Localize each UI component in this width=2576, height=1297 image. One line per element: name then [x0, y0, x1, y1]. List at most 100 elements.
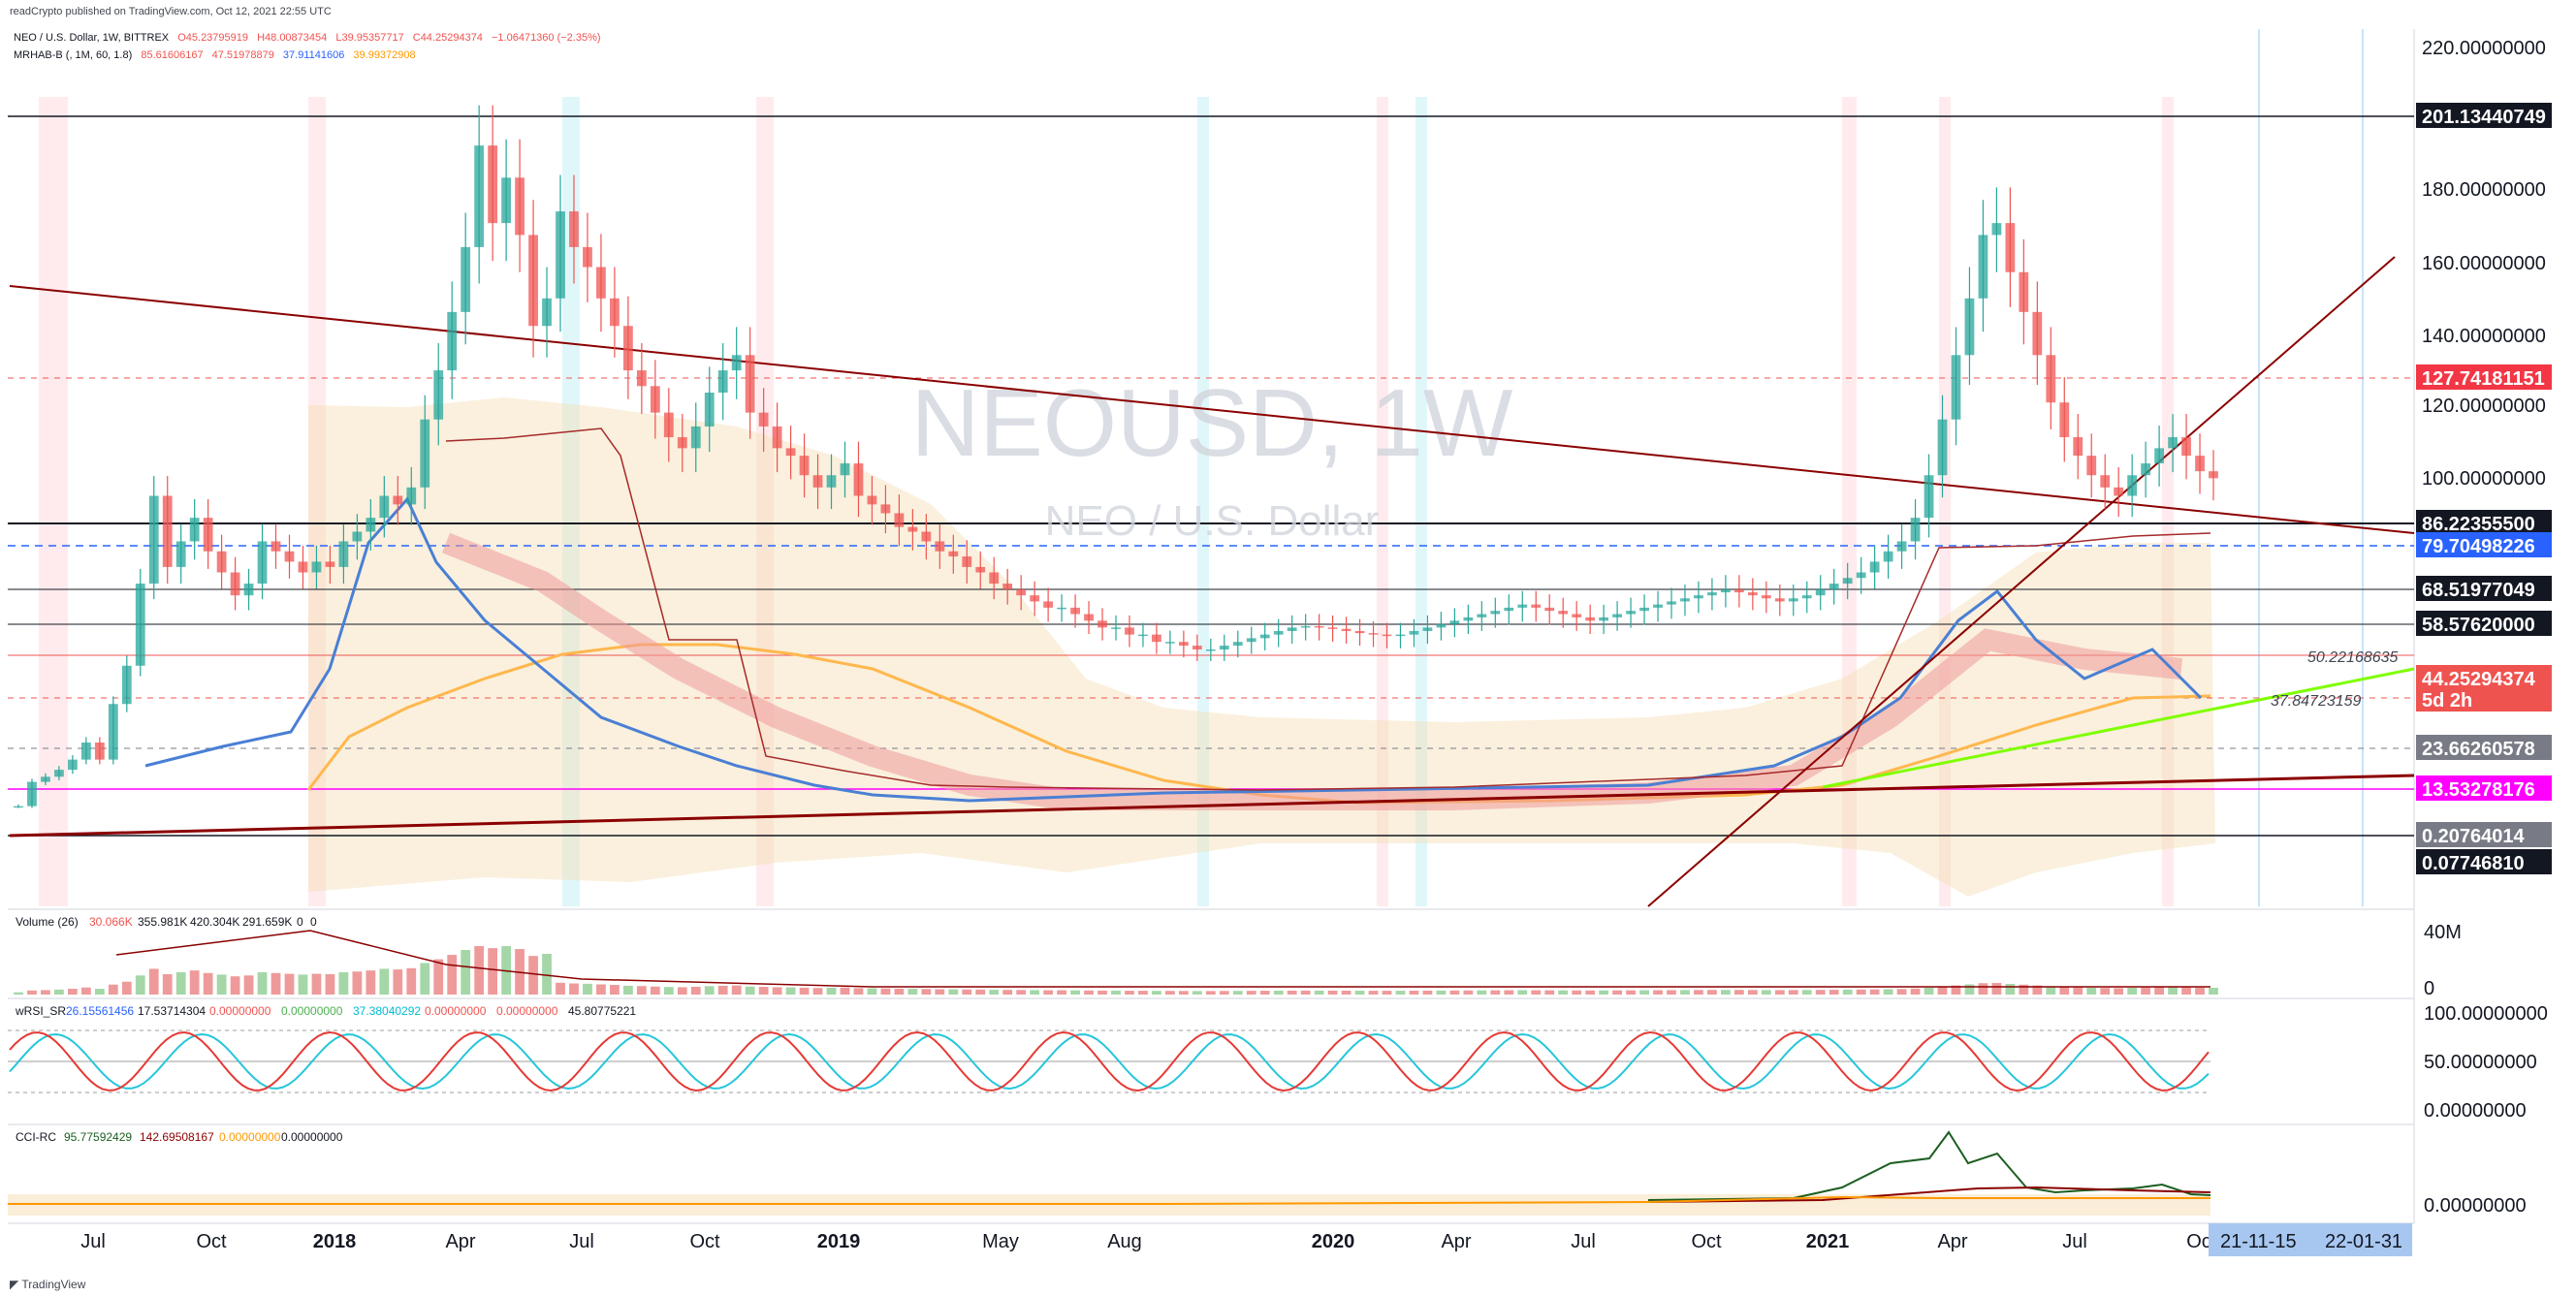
rsi-value: 26.15561456 [66, 1004, 134, 1018]
volume-bar [1111, 990, 1121, 995]
y-tick: 120.00000000 [2422, 395, 2546, 417]
volume-bar [2032, 985, 2043, 995]
volume-bar [1030, 990, 1040, 995]
candle-body [1057, 607, 1066, 610]
candle-body [1653, 604, 1663, 608]
candle-body [1449, 620, 1460, 624]
volume-bar [1639, 990, 1649, 995]
candle-body [1436, 623, 1447, 628]
volume-bar [1991, 983, 2002, 995]
candle-body [1639, 607, 1649, 612]
candle-body [622, 326, 633, 371]
volume-bar [1205, 991, 1216, 995]
volume-bar [433, 959, 444, 995]
volume-bar [1856, 989, 1866, 995]
price-label: 79.70498226 [2422, 536, 2535, 557]
candle-body [203, 518, 213, 552]
candle-body [1774, 598, 1785, 602]
volume-bar [1490, 990, 1501, 995]
background-band [2162, 97, 2174, 906]
volume-bar [772, 987, 782, 995]
candle-body [366, 518, 376, 532]
x-tick: Jul [569, 1231, 594, 1252]
ascending-support-line [9, 774, 2415, 838]
cci-value: 95.77592429 [64, 1130, 132, 1144]
volume-bar [758, 987, 769, 995]
y-tick: 220.00000000 [2422, 38, 2546, 59]
candle-body [1937, 419, 1948, 476]
candle-body [921, 531, 932, 542]
ohlc-high: H48.00873454 [257, 32, 328, 44]
price-axis[interactable]: 220.00000000 180.00000000 160.00000000 1… [2422, 38, 2546, 490]
volume-bar [583, 983, 592, 995]
orange-ma-line [306, 643, 2211, 805]
volume-bar [1300, 990, 1311, 995]
candle-body [135, 584, 145, 666]
volume-bar [216, 974, 227, 995]
volume-bar [1287, 990, 1297, 995]
volume-bar [1409, 991, 1419, 995]
volume-bar [2154, 987, 2165, 995]
x-tick: Jul [2062, 1231, 2087, 1252]
candle-body [1883, 551, 1893, 562]
candle-body [1219, 646, 1229, 650]
volume-bar [921, 989, 932, 995]
volume-value: 0 [297, 915, 303, 929]
symbol-line[interactable]: NEO / U.S. Dollar, 1W, BITTREX [14, 32, 170, 44]
candle-body [311, 561, 322, 573]
volume-bar [2195, 987, 2205, 995]
price-label-box [2416, 849, 2552, 874]
candle-body [867, 495, 877, 505]
candle-body [663, 412, 674, 437]
volume-bar [1165, 991, 1175, 995]
symbol-header: NEO / U.S. Dollar, 1W, BITTREX O45.23795… [14, 31, 607, 45]
volume-bar [1667, 990, 1676, 995]
volume-bar [379, 968, 390, 995]
volume-bar [1544, 990, 1555, 995]
red-ma-band [441, 532, 2183, 810]
volume-bar [989, 990, 1000, 995]
volume-bar [745, 986, 755, 995]
candle-body [2032, 311, 2043, 356]
volume-bar [1924, 987, 1934, 995]
x-tick: Oct [689, 1231, 720, 1252]
candle-body [1964, 298, 1975, 356]
candle-body [216, 551, 227, 573]
volume-bar [298, 974, 308, 995]
candle-body [690, 426, 701, 449]
price-label-box [2416, 665, 2552, 690]
time-axis[interactable]: Jul Oct 2018 Apr Jul Oct 2019 May Aug 2020 Apr Jul O… [80, 1231, 2211, 1252]
volume-bar [1327, 990, 1338, 995]
volume-bar [799, 987, 810, 995]
volume-bar [2046, 986, 2056, 995]
volume-bar [406, 967, 417, 995]
rsi-value: 0.00000000 [209, 1004, 271, 1018]
candle-body [650, 386, 660, 413]
candle-body [1165, 642, 1175, 644]
candle-body [840, 463, 850, 476]
x-tick: Oct [1691, 1231, 1722, 1252]
candles[interactable] [14, 105, 2218, 808]
candle-body [2127, 475, 2138, 496]
volume-bar [2059, 987, 2070, 995]
candle-body [1815, 589, 1826, 596]
volume-bar [840, 987, 850, 995]
volume-bar [717, 985, 728, 995]
candle-body [41, 776, 50, 782]
candle-body [1463, 617, 1474, 621]
date-badges: 21-11-15 22-01-31 [2209, 1223, 2412, 1256]
x-tick: Aug [1107, 1231, 1142, 1252]
volume-bar [2086, 987, 2097, 995]
volume-bar [880, 988, 891, 995]
volume-bar [393, 969, 403, 995]
indicator-line[interactable]: MRHAB-B (, 1M, 60, 1.8) [14, 49, 133, 61]
cci-orange-line [8, 1195, 2210, 1205]
candle-body [1694, 595, 1703, 599]
volume-bar [338, 971, 349, 995]
x-tick: Apr [1937, 1231, 1967, 1252]
volume-bar [1477, 990, 1487, 995]
candle-body [1924, 475, 1934, 519]
tradingview-logo[interactable]: ◤ TradingView [10, 1278, 85, 1291]
candle-body [2114, 487, 2124, 496]
